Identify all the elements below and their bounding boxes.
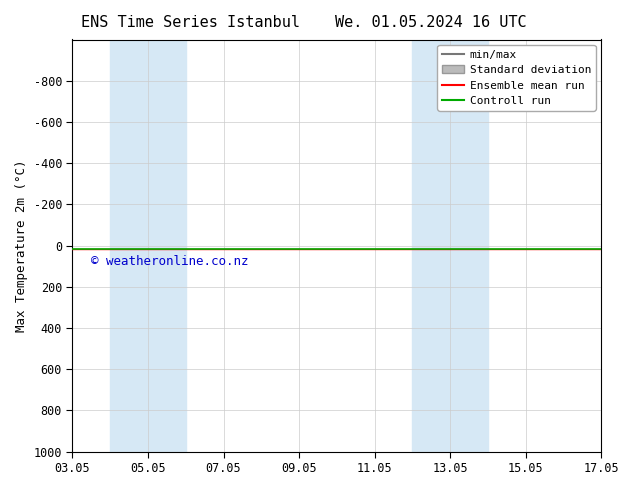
- Text: We. 01.05.2024 16 UTC: We. 01.05.2024 16 UTC: [335, 15, 527, 30]
- Legend: min/max, Standard deviation, Ensemble mean run, Controll run: min/max, Standard deviation, Ensemble me…: [437, 45, 595, 111]
- Text: ENS Time Series Istanbul: ENS Time Series Istanbul: [81, 15, 300, 30]
- Bar: [412, 40, 488, 452]
- Bar: [110, 40, 186, 452]
- Text: © weatheronline.co.nz: © weatheronline.co.nz: [91, 255, 249, 269]
- Y-axis label: Max Temperature 2m (°C): Max Temperature 2m (°C): [15, 159, 28, 332]
